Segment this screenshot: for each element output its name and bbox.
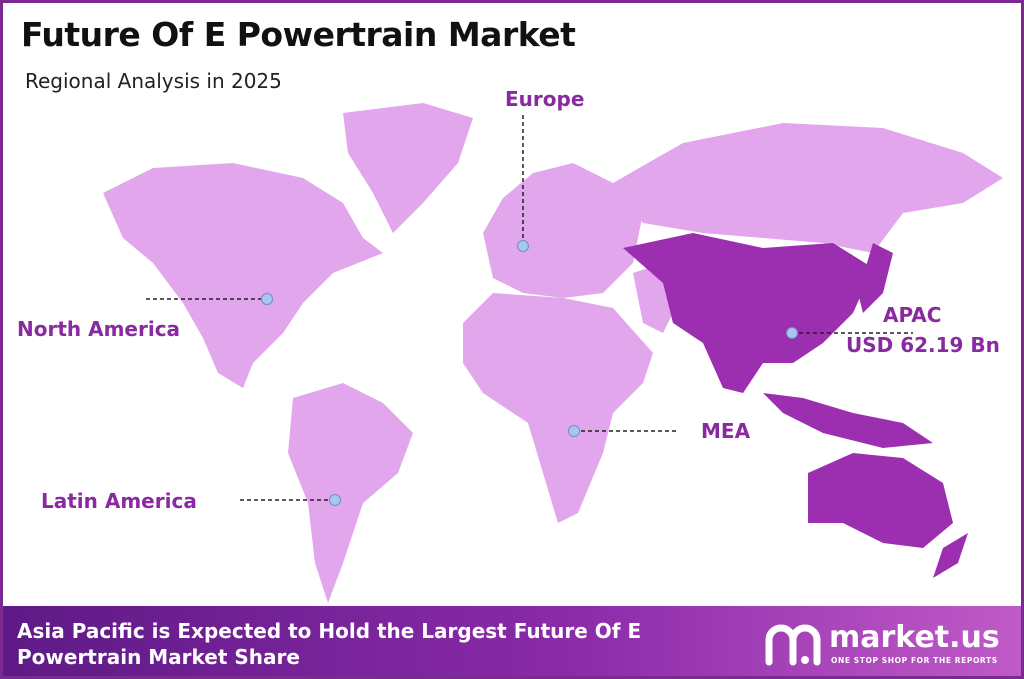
title: Future Of E Powertrain Market xyxy=(21,15,576,54)
tagline: ONE STOP SHOP FOR THE REPORTS xyxy=(831,656,998,665)
japan xyxy=(858,243,893,313)
north-asia xyxy=(613,123,1003,253)
china-india xyxy=(623,233,873,393)
region-label: North America xyxy=(17,317,181,341)
marker xyxy=(517,240,529,252)
footer-text: Asia Pacific is Expected to Hold the Lar… xyxy=(17,619,642,669)
markers xyxy=(261,240,798,506)
logo-icon xyxy=(765,624,821,666)
africa xyxy=(463,293,653,523)
world-map xyxy=(103,103,1003,603)
north-america xyxy=(103,163,383,388)
europe xyxy=(483,163,643,298)
australia xyxy=(808,453,953,548)
se-asia xyxy=(763,393,933,448)
region-label: Latin America xyxy=(41,489,197,513)
greenland xyxy=(343,103,473,233)
continents xyxy=(103,103,1003,603)
marker xyxy=(261,293,273,305)
new-zealand xyxy=(933,533,968,578)
region-value: USD 62.19 Bn xyxy=(846,333,1000,357)
leaders xyxy=(146,115,913,501)
apac xyxy=(623,233,968,578)
footer-banner: Asia Pacific is Expected to Hold the Lar… xyxy=(3,606,1021,676)
logo: market.us xyxy=(829,620,1000,655)
region-label: APAC xyxy=(883,303,942,327)
region-label: MEA xyxy=(701,419,751,443)
marker xyxy=(786,327,798,339)
south-america xyxy=(288,383,413,603)
marker xyxy=(568,425,580,437)
subtitle: Regional Analysis in 2025 xyxy=(25,69,282,93)
region-label: Europe xyxy=(505,87,585,111)
marker xyxy=(329,494,341,506)
